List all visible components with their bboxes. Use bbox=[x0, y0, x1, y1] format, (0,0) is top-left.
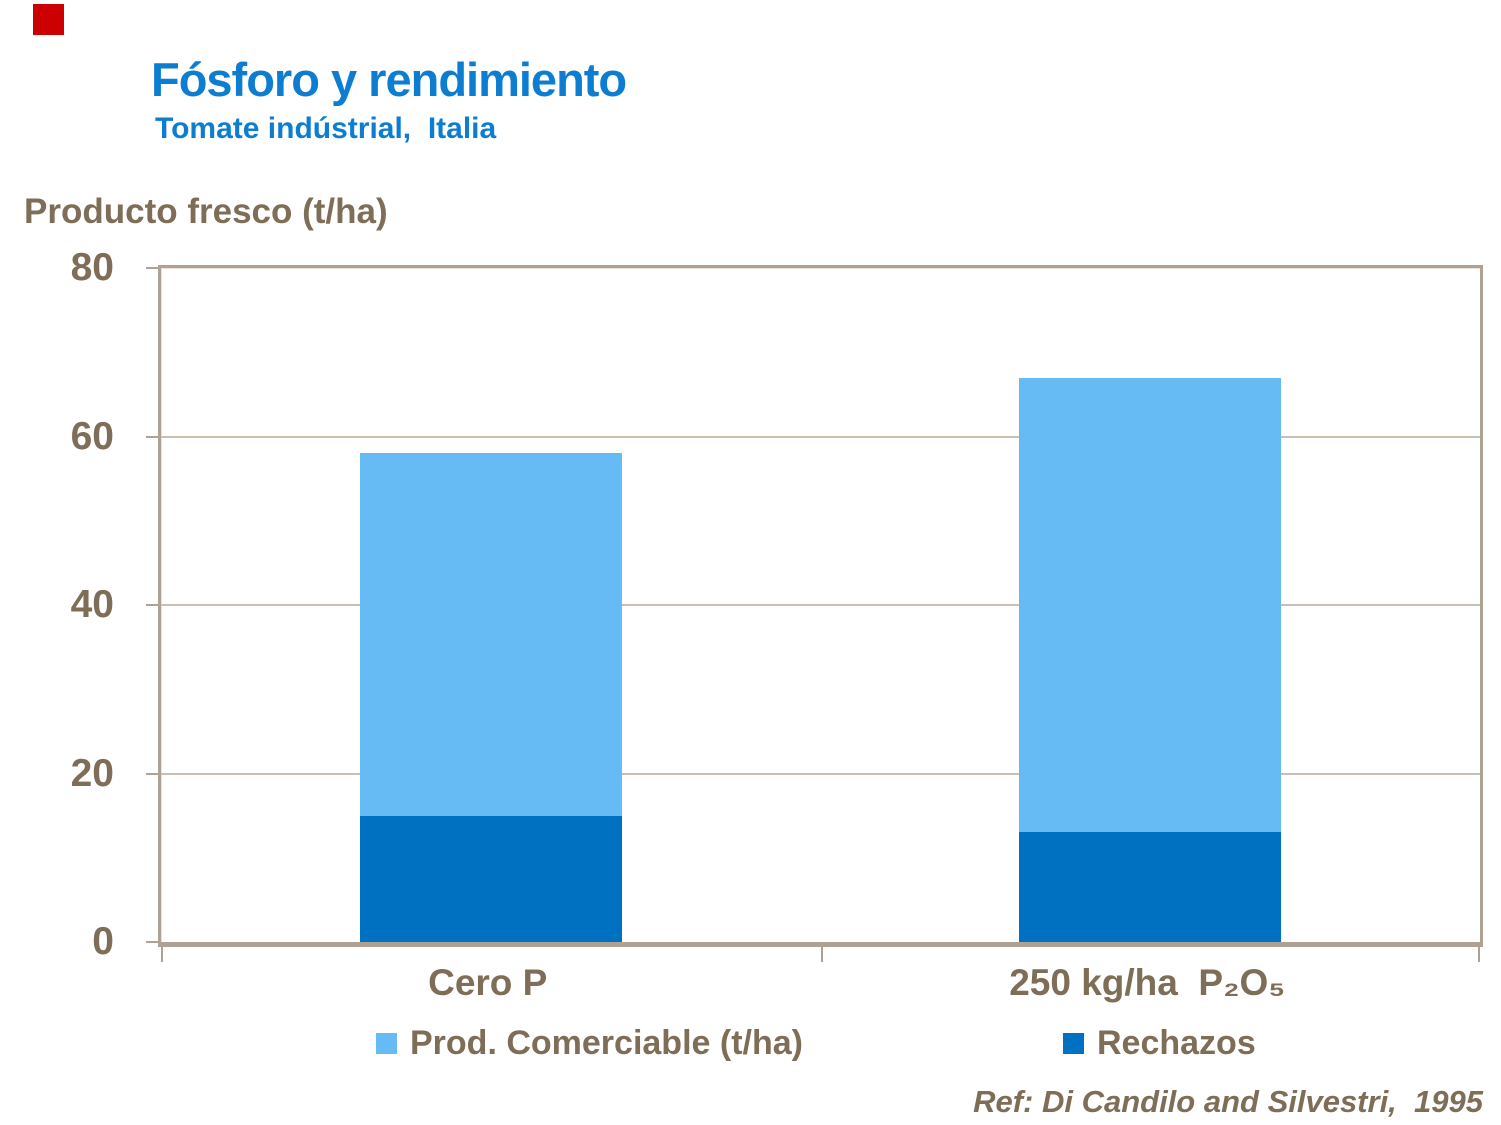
legend-swatch-2 bbox=[1063, 1032, 1084, 1054]
legend-swatch-1 bbox=[376, 1032, 397, 1054]
bar-2 bbox=[1019, 377, 1282, 942]
category-label-1: Cero P bbox=[428, 962, 548, 1003]
gridline-20 bbox=[161, 772, 1480, 775]
bar-1-segment-rechazos bbox=[359, 815, 622, 942]
gridline-60 bbox=[161, 435, 1480, 438]
x-axis-boundary-tick-0 bbox=[161, 947, 163, 962]
gridline-40 bbox=[161, 604, 1480, 606]
reference-text: Ref: Di Candilo and Silvestri, 1995 bbox=[973, 1084, 1483, 1119]
y-tick-label-40: 40 bbox=[70, 583, 114, 626]
legend-item-2: Rechazos bbox=[1063, 1026, 1256, 1060]
y-axis-title: Producto fresco (t/ha) bbox=[24, 192, 388, 231]
page-title: Fósforo y rendimiento bbox=[151, 53, 627, 106]
page-subtitle: Tomate indústrial, Italia bbox=[155, 112, 497, 145]
x-axis-boundary-tick-2 bbox=[1478, 947, 1480, 962]
red-accent-square bbox=[33, 4, 64, 35]
bar-2-segment-rechazos bbox=[1019, 832, 1282, 942]
y-tick-label-0: 0 bbox=[92, 920, 114, 963]
category-label-2: 250 kg/ha P₂O₅ bbox=[1009, 962, 1286, 1003]
y-axis-tick-20 bbox=[146, 772, 158, 775]
y-tick-label-20: 20 bbox=[70, 751, 114, 795]
x-axis-labels: Cero P 250 kg/ha P₂O₅ bbox=[158, 962, 1477, 1004]
y-axis-tick-40 bbox=[146, 604, 158, 606]
bar-1-segment-comerciable bbox=[359, 453, 622, 816]
plot-area: 0 20 40 60 80 bbox=[71, 248, 1483, 962]
bar-1 bbox=[359, 453, 622, 942]
y-tick-label-80: 80 bbox=[70, 246, 114, 289]
y-axis-tick-80 bbox=[146, 267, 158, 269]
y-axis-tick-60 bbox=[146, 435, 158, 438]
legend-item-1: Prod. Comerciable (t/ha) bbox=[376, 1026, 803, 1060]
legend-label-1: Prod. Comerciable (t/ha) bbox=[410, 1024, 803, 1062]
legend-label-2: Rechazos bbox=[1097, 1024, 1256, 1062]
y-tick-label-60: 60 bbox=[70, 414, 114, 458]
x-axis-boundary-tick-1 bbox=[820, 947, 823, 962]
bar-2-segment-comerciable bbox=[1019, 377, 1282, 833]
y-axis-tick-0 bbox=[146, 941, 158, 943]
